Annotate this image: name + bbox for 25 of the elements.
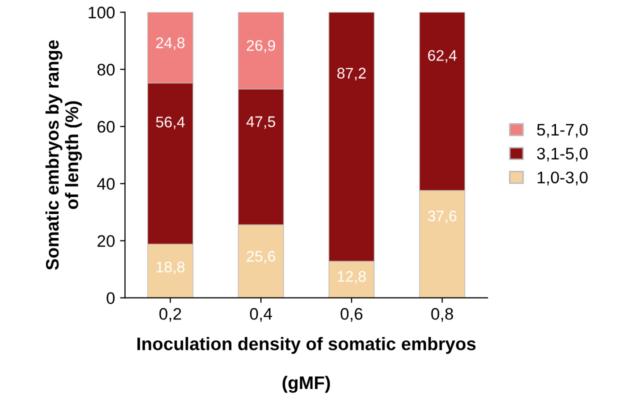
y-tick-label: 80: [97, 64, 115, 76]
legend-label: 1,0-3,0: [538, 172, 588, 186]
data-label: 47,5: [246, 116, 276, 129]
data-label: 18,8: [156, 262, 185, 274]
y-tick-label: 40: [97, 178, 115, 190]
data-label: 26,9: [246, 40, 276, 53]
data-label: 62,4: [428, 50, 457, 63]
data-label: 24,8: [156, 37, 185, 50]
y-tick-label: 100: [88, 6, 115, 18]
x-tick-label: 0,2: [159, 308, 182, 322]
x-tick-label: 0,8: [431, 308, 454, 322]
text: Inoculation density of somatic embryos (gMF): [137, 336, 476, 393]
x-tick-label: 0,6: [340, 308, 362, 322]
y-axis-title: Somatic embryos by range of length (%): [45, 40, 82, 270]
data-label: 25,6: [246, 250, 276, 264]
data-label: 56,4: [156, 116, 185, 130]
legend-label: 5,1-7,0: [537, 124, 588, 138]
y-tick-label: 60: [98, 120, 115, 133]
data-label: 37,6: [428, 210, 456, 224]
x-tick-label: 0,4: [250, 308, 272, 322]
y-tick-label: 20: [98, 235, 115, 247]
data-label: 87,2: [337, 68, 366, 80]
y-tick-label: 0: [106, 292, 115, 304]
legend-label: 3,1-5,0: [537, 148, 588, 162]
data-label: 12,8: [338, 271, 366, 284]
